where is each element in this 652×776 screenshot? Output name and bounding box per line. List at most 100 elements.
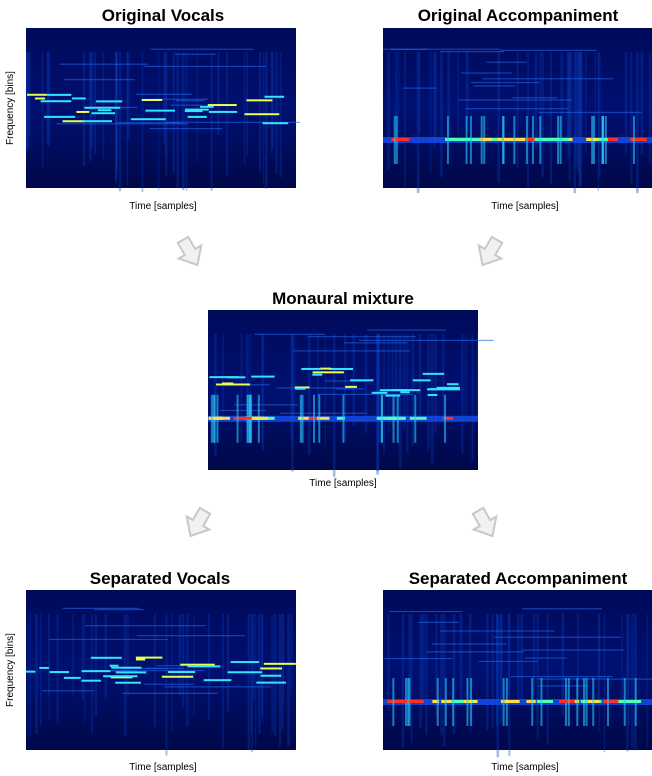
spectrogram-streak: [460, 614, 463, 707]
spectrogram-streak: [263, 52, 264, 184]
spectrogram-streak: [233, 417, 251, 420]
spectrogram-streak: [344, 342, 407, 343]
spectrogram-streak: [117, 122, 182, 123]
spectrogram-streak: [479, 661, 538, 662]
spectrogram-streak: [142, 99, 163, 101]
spectrogram-streak: [50, 671, 69, 673]
spectrogram-streak: [320, 368, 331, 370]
panel-title: Separated Accompaniment: [409, 569, 628, 588]
x-axis-label: Time [samples]: [129, 201, 197, 212]
spectrogram-streak: [281, 413, 368, 414]
spectrogram-streak: [145, 110, 175, 112]
spectrogram-streak: [64, 79, 135, 80]
spectrogram-streak: [630, 138, 646, 141]
spectrogram-streak: [598, 614, 600, 707]
spectrogram-streak: [209, 111, 237, 113]
spectrogram-streak: [465, 108, 567, 109]
spectrogram-streak: [158, 52, 159, 190]
spectrogram-streak: [497, 52, 500, 183]
spectrogram-streak: [279, 614, 281, 747]
spectrogram-streak: [591, 116, 593, 164]
spectrogram-streak: [628, 614, 630, 726]
spectrogram-streak: [255, 614, 256, 747]
spectrogram-streak: [261, 675, 282, 677]
spectrogram-streak: [458, 52, 459, 134]
spectrogram-streak: [633, 116, 635, 164]
spectrogram-streak: [631, 614, 633, 748]
spectrogram-streak: [162, 676, 193, 678]
spectrogram-streak: [539, 116, 541, 164]
spectrogram-streak: [392, 678, 394, 726]
spectrogram-streak: [136, 657, 163, 659]
spectrogram-streak: [82, 120, 112, 122]
spectrogram-streak: [508, 614, 510, 756]
spectrogram-streak: [111, 667, 141, 669]
spectrogram-streak: [226, 52, 228, 176]
spectrogram-streak: [115, 52, 117, 183]
spectrogram-streak: [440, 51, 504, 52]
spectrogram-streak: [264, 663, 296, 665]
spectrogram-streak: [82, 670, 111, 672]
spectrogram-streak: [473, 85, 515, 86]
spectrogram-streak: [263, 122, 289, 124]
spectrogram-streak: [84, 614, 85, 723]
spectrogram-streak: [402, 614, 404, 748]
spectrogram-streak: [208, 104, 237, 106]
spectrogram-streak: [91, 614, 93, 733]
spectrogram-streak: [259, 52, 261, 173]
spectrogram-streak: [333, 334, 336, 477]
spectrogram-streak: [28, 614, 29, 738]
spectrogram-streak: [607, 678, 609, 726]
spectrogram-streak: [482, 78, 613, 79]
spectrogram-streak: [173, 52, 175, 173]
spectrogram-streak: [452, 678, 454, 726]
spectrogram-streak: [30, 614, 31, 737]
spectrogram-streak: [630, 52, 632, 185]
x-axis-label: Time [samples]: [309, 478, 377, 489]
spectrogram-streak: [410, 417, 427, 420]
spectrogram-streak: [308, 336, 416, 337]
spectrogram-streak: [503, 678, 505, 726]
spectrogram-streak: [431, 334, 434, 463]
spectrogram-streak: [209, 417, 223, 420]
spectrogram-streak: [124, 614, 127, 736]
spectrogram-streak: [399, 334, 402, 468]
spectrogram-streak: [387, 614, 389, 711]
spectrogram-streak: [447, 116, 449, 164]
spectrogram: [208, 310, 494, 477]
spectrogram-streak: [83, 52, 85, 166]
spectrogram-streak: [471, 82, 540, 83]
spectrogram-streak: [568, 678, 570, 726]
spectrogram-streak: [308, 334, 310, 455]
spectrogram-streak: [82, 614, 84, 700]
x-axis-label: Time [samples]: [491, 762, 559, 773]
spectrogram-streak: [636, 52, 639, 193]
spectrogram-streak: [95, 614, 97, 716]
spectrogram-streak: [434, 52, 436, 142]
spectrogram-streak: [188, 116, 207, 118]
spectrogram-streak: [425, 614, 427, 735]
spectrogram-streak: [164, 686, 271, 687]
x-axis-label: Time [samples]: [129, 762, 197, 773]
arrow: [467, 504, 504, 542]
spectrogram-streak: [197, 52, 198, 161]
arrow: [179, 504, 216, 542]
spectrogram-streak: [598, 52, 600, 178]
spectrogram-streak: [461, 72, 512, 73]
spectrogram-streak: [540, 678, 542, 726]
spectrogram-streak: [459, 99, 573, 100]
spectrogram-streak: [60, 64, 148, 65]
spectrogram-streak: [472, 334, 474, 462]
spectrogram-streak: [185, 110, 203, 112]
spectrogram-streak: [42, 52, 44, 168]
spectrogram-streak: [64, 677, 81, 679]
spectrogram-streak: [115, 682, 141, 684]
spectrogram-streak: [318, 395, 320, 443]
spectrogram-streak: [312, 374, 322, 376]
spectrogram: [26, 590, 296, 756]
spectrogram-streak: [35, 614, 38, 734]
spectrogram-streak: [586, 678, 588, 726]
spectrogram-streak: [525, 657, 567, 658]
spectrogram-streak: [280, 52, 282, 177]
panel-title: Monaural mixture: [272, 289, 414, 308]
